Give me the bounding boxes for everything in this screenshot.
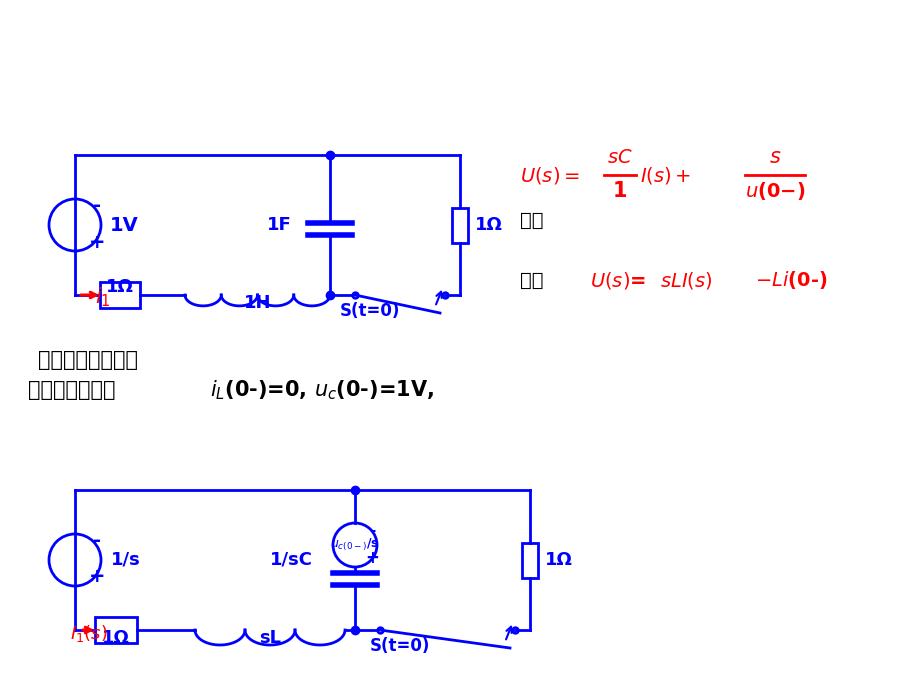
Text: 解：初稳态下，: 解：初稳态下， [28,380,116,400]
Text: 1F: 1F [267,216,291,234]
Text: S(t=0): S(t=0) [369,637,430,655]
Text: 1/s: 1/s [111,551,141,569]
Text: 1Ω: 1Ω [544,551,573,569]
Bar [95,617,137,643]
Text: $u_{c(0-)}$/s: $u_{c(0-)}$/s [330,537,380,553]
Bar [521,542,538,578]
Text: 1Ω: 1Ω [106,278,134,296]
Bar [100,282,140,308]
Text: 1V: 1V [110,215,139,235]
Bar [451,208,468,242]
Text: 1: 1 [612,181,627,201]
Text: 电路的运算电路为: 电路的运算电路为 [38,350,138,370]
Text: +: + [365,549,379,567]
Text: 1H: 1H [244,294,271,312]
Text: sL: sL [259,629,280,647]
Text: $I_1(s)$: $I_1(s)$ [70,623,108,644]
Text: 电感: 电感 [519,270,543,290]
Text: $U(s)$=: $U(s)$= [589,270,647,290]
Text: S(t=0): S(t=0) [339,302,400,320]
Text: -: - [93,195,101,215]
Text: 1/sC: 1/sC [269,551,312,569]
Text: $sLI(s)$: $sLI(s)$ [659,270,711,290]
Text: 1Ω: 1Ω [474,216,503,234]
Text: 1Ω: 1Ω [102,629,130,647]
Text: $I(s)+$: $I(s)+$ [640,164,690,186]
Text: 电容: 电容 [519,210,543,230]
Text: $U(s)=$: $U(s)=$ [519,164,579,186]
Text: +: + [88,233,105,251]
Text: $-Li$(0-): $-Li$(0-) [754,269,826,291]
Text: $sC$: $sC$ [607,148,632,166]
Text: $i_L$(0-)=0, $u_c$(0-)=1V,: $i_L$(0-)=0, $u_c$(0-)=1V, [210,378,434,402]
Text: -: - [369,522,375,538]
Text: $s$: $s$ [768,147,780,167]
Text: $i_1$: $i_1$ [95,286,110,309]
Text: -: - [93,531,101,549]
Text: $u$(0−): $u$(0−) [744,180,804,202]
Text: +: + [88,567,105,586]
